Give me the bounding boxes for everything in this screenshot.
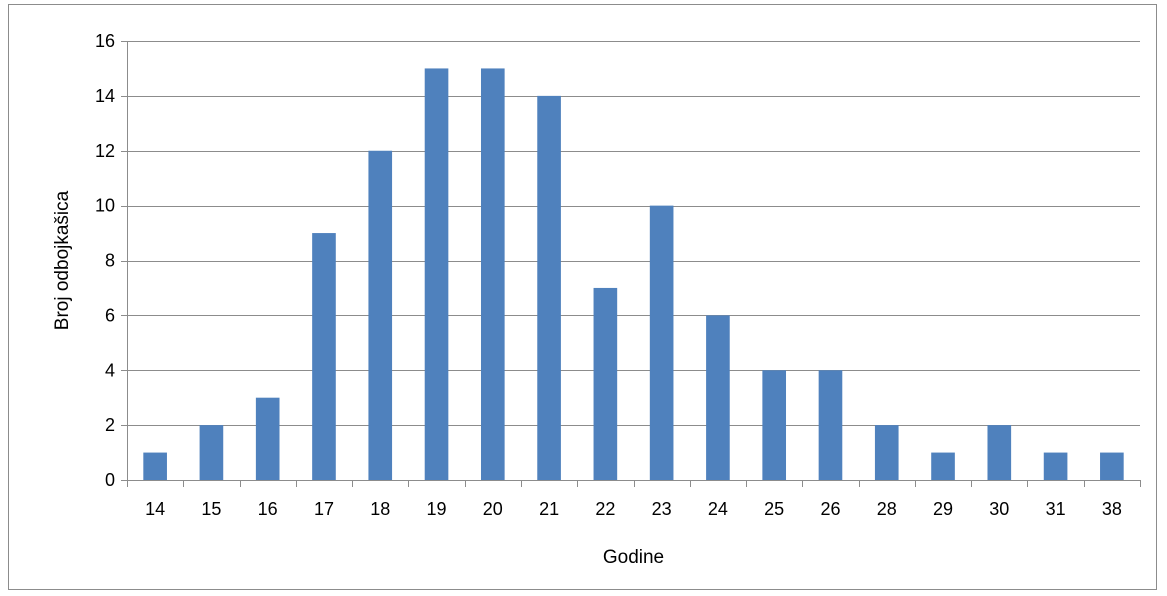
y-tick-label: 0 bbox=[105, 470, 115, 490]
y-tick-label: 12 bbox=[95, 141, 115, 161]
x-tick-label: 38 bbox=[1102, 499, 1122, 519]
bar-21 bbox=[537, 95, 561, 480]
y-tick-label: 8 bbox=[105, 251, 115, 271]
x-tick-label: 22 bbox=[595, 499, 615, 519]
bar-31 bbox=[1043, 452, 1068, 480]
y-tick-label: 14 bbox=[95, 86, 115, 106]
y-tick-label: 6 bbox=[105, 305, 115, 325]
bar-25 bbox=[762, 370, 787, 480]
bar-19 bbox=[424, 68, 449, 480]
x-tick-label: 31 bbox=[1046, 499, 1066, 519]
bar-16 bbox=[255, 397, 280, 480]
x-tick-label: 14 bbox=[145, 499, 165, 519]
y-tick-labels: 0 2 4 6 8 10 12 14 16 bbox=[95, 31, 115, 490]
x-tick-label: 20 bbox=[483, 499, 503, 519]
bar-29 bbox=[931, 452, 955, 480]
x-tick-label: 21 bbox=[539, 499, 559, 519]
bar-26 bbox=[818, 370, 843, 480]
gridlines bbox=[127, 41, 1140, 426]
x-tick-label: 24 bbox=[708, 499, 728, 519]
x-tick-label: 17 bbox=[314, 499, 334, 519]
bars bbox=[143, 68, 1124, 480]
x-tick-label: 19 bbox=[427, 499, 447, 519]
bar-18 bbox=[368, 150, 393, 480]
x-tick-label: 30 bbox=[989, 499, 1009, 519]
x-tick-label: 29 bbox=[933, 499, 953, 519]
bar-24 bbox=[706, 315, 730, 480]
bar-23 bbox=[649, 205, 674, 480]
x-tick-label: 18 bbox=[370, 499, 390, 519]
x-tick-label: 16 bbox=[258, 499, 278, 519]
y-tick-label: 16 bbox=[95, 31, 115, 51]
x-tick-label: 26 bbox=[820, 499, 840, 519]
x-tick-label: 28 bbox=[877, 499, 897, 519]
y-tick-label: 2 bbox=[105, 415, 115, 435]
bar-30 bbox=[987, 425, 1012, 480]
y-axis-title: Broj odbojkašica bbox=[52, 190, 73, 330]
x-tick-labels: 14 15 16 17 18 19 20 21 22 23 24 25 26 28 29 30 31 38 bbox=[145, 499, 1122, 519]
x-axis-title: Godine bbox=[603, 547, 664, 568]
bar-20 bbox=[480, 68, 505, 480]
x-tick-label: 15 bbox=[201, 499, 221, 519]
y-tick-label: 10 bbox=[95, 196, 115, 216]
bar-22 bbox=[593, 287, 618, 480]
axes bbox=[121, 41, 1141, 487]
chart-frame bbox=[8, 4, 1157, 590]
bar-15 bbox=[199, 425, 224, 480]
x-tick-label: 23 bbox=[652, 499, 672, 519]
y-tick-label: 4 bbox=[105, 360, 115, 380]
bar-14 bbox=[143, 452, 167, 480]
bar-38 bbox=[1100, 452, 1124, 480]
x-tick-label: 25 bbox=[764, 499, 784, 519]
bar-28 bbox=[874, 425, 899, 480]
bar-17 bbox=[312, 233, 336, 480]
